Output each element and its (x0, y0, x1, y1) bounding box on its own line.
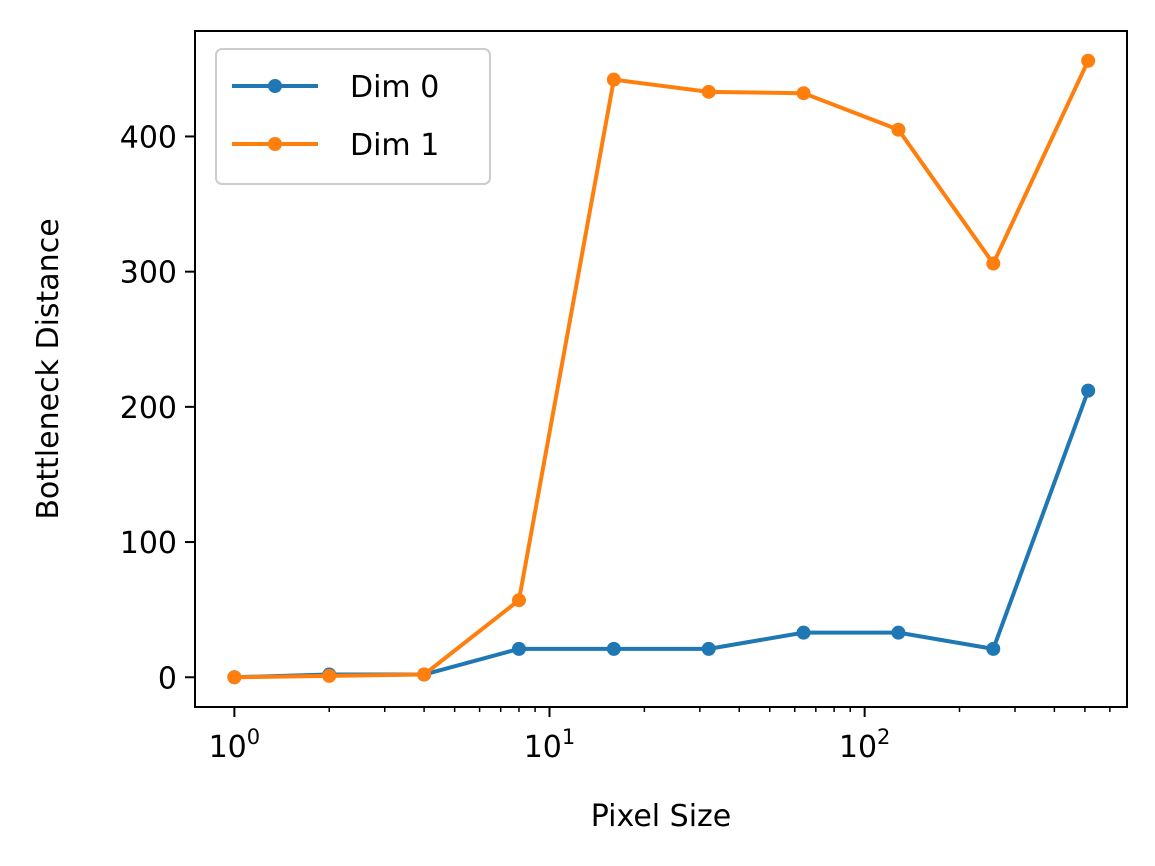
data-point (322, 668, 337, 683)
data-point (796, 86, 811, 101)
legend-label: Dim 0 (350, 70, 439, 105)
data-point (511, 593, 526, 608)
data-point (986, 641, 1001, 656)
legend-item: Dim 0 (232, 70, 439, 105)
data-point (417, 667, 432, 682)
series-line (232, 58, 1091, 680)
y-axis-label: Bottleneck Distance (31, 218, 66, 519)
legend-item: Dim 1 (232, 128, 439, 163)
x-tick-label: 100 (209, 725, 261, 765)
legend-label: Dim 1 (350, 128, 439, 163)
data-point (227, 670, 242, 685)
series-layer (227, 53, 1096, 685)
legend-marker (268, 79, 282, 93)
data-point (986, 256, 1001, 271)
y-tick-label: 200 (120, 391, 177, 426)
data-point (891, 625, 906, 640)
series-line (232, 388, 1091, 680)
y-axis: 0 100 200 300 400 (120, 120, 195, 696)
series-0 (227, 383, 1096, 685)
legend: Dim 0 Dim 1 (215, 48, 491, 185)
legend-box (215, 48, 491, 185)
series-1 (227, 53, 1096, 685)
data-point (606, 641, 621, 656)
data-point (701, 641, 716, 656)
x-tick-label: 102 (839, 725, 891, 765)
plot-area-frame (194, 30, 1128, 708)
data-point (606, 72, 621, 87)
y-tick-label: 400 (120, 120, 177, 155)
data-point (1081, 383, 1096, 398)
legend-marker (268, 137, 282, 151)
data-point (701, 84, 716, 99)
data-point (1081, 53, 1096, 68)
y-tick-label: 0 (158, 661, 177, 696)
data-point (891, 122, 906, 137)
data-point (511, 641, 526, 656)
y-tick-label: 300 (120, 256, 177, 291)
x-axis: 100 101 102 (209, 707, 1111, 765)
data-point (796, 625, 811, 640)
x-tick-label: 101 (524, 725, 576, 765)
x-axis-label: Pixel Size (591, 799, 732, 834)
y-tick-label: 100 (120, 526, 177, 561)
